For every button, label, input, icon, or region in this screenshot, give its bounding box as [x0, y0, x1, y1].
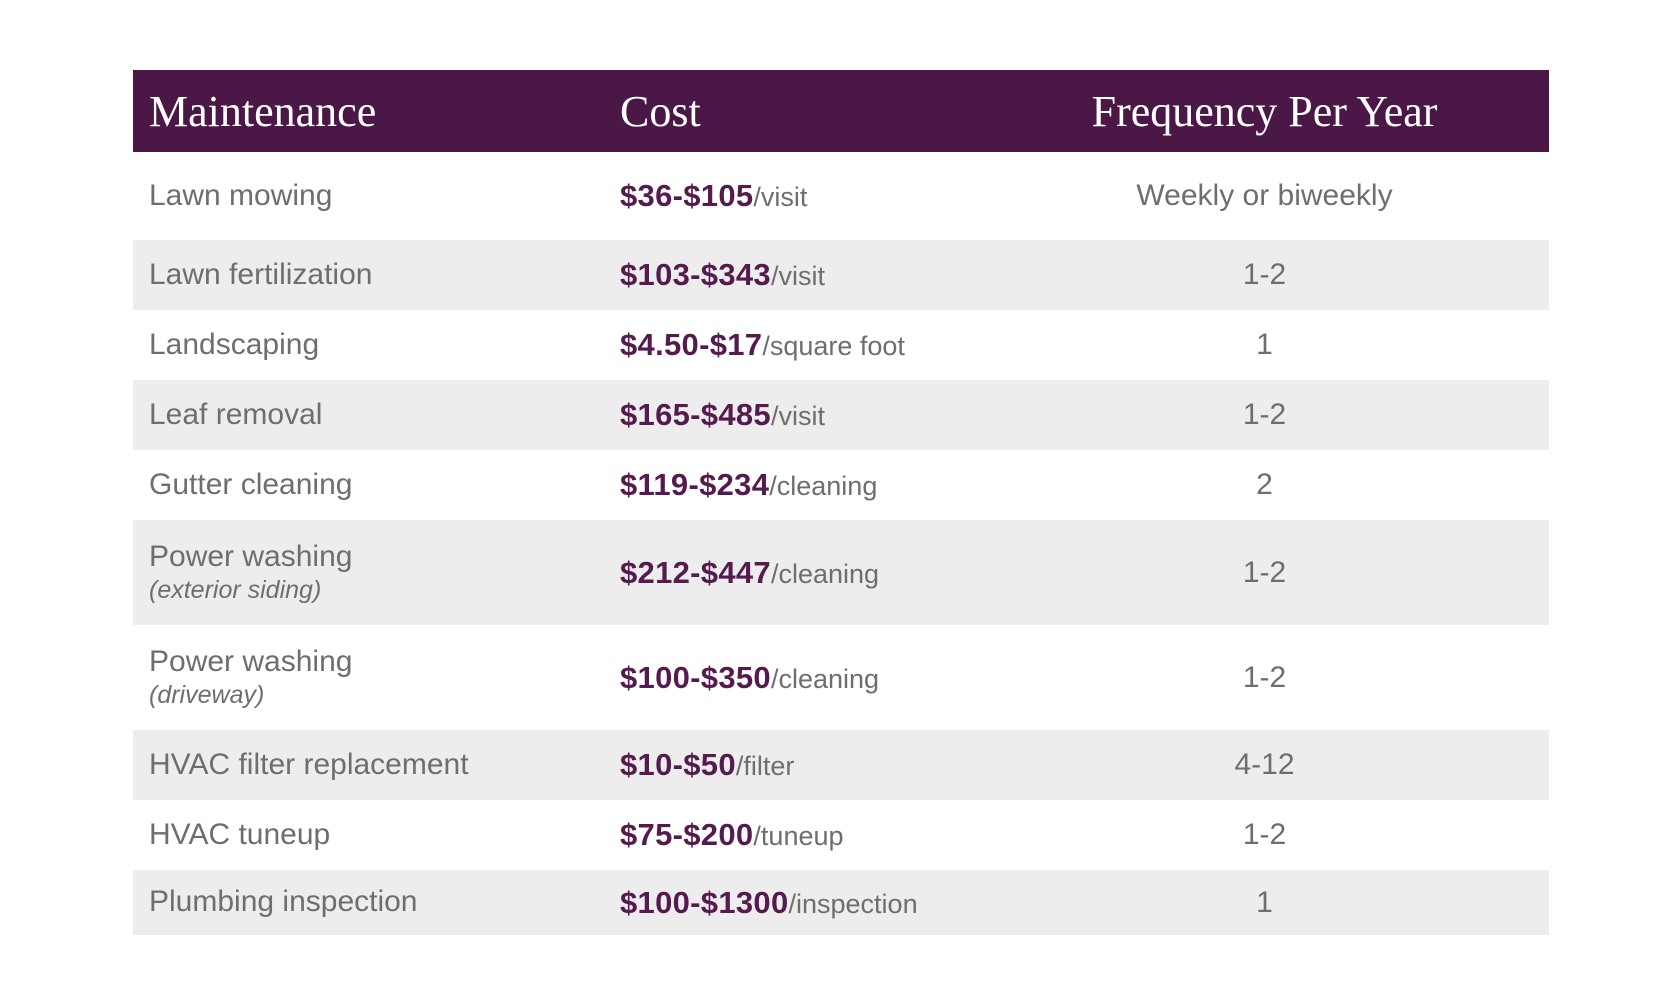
table-row: Power washing (driveway) $100-$350/clean… — [133, 625, 1549, 730]
cost-cell: $212-$447/cleaning — [620, 555, 1050, 591]
cost-cell: $100-$1300/inspection — [620, 885, 1050, 921]
frequency-cell: 1-2 — [1242, 818, 1287, 851]
cost-value: $100-$1300 — [620, 884, 789, 920]
maintenance-label: Plumbing inspection — [149, 885, 418, 919]
cost-cell: $100-$350/cleaning — [620, 660, 1050, 696]
table-row: Leaf removal $165-$485/visit 1-2 — [133, 380, 1549, 450]
frequency-cell: 2 — [1256, 468, 1273, 501]
maintenance-label: Leaf removal — [149, 397, 323, 431]
table-row: Lawn mowing $36-$105/visit Weekly or biw… — [133, 152, 1549, 240]
frequency-cell: Weekly or biweekly — [1136, 179, 1393, 212]
cost-unit: /inspection — [788, 888, 918, 919]
maintenance-cell: Power washing (exterior siding) — [133, 540, 620, 605]
maintenance-cell: Landscaping — [133, 328, 620, 363]
cost-unit: /filter — [735, 751, 795, 781]
table-row: Landscaping $4.50-$17/square foot 1 — [133, 310, 1549, 380]
maintenance-label: HVAC tuneup — [149, 817, 331, 851]
cost-unit: /cleaning — [770, 663, 880, 694]
table-row: Lawn fertilization $103-$343/visit 1-2 — [133, 240, 1549, 310]
cost-value: $75-$200 — [620, 817, 754, 852]
cost-unit: /square foot — [762, 331, 905, 361]
cost-unit: /tuneup — [753, 821, 844, 851]
table-body: Lawn mowing $36-$105/visit Weekly or biw… — [133, 152, 1549, 935]
cost-unit: /cleaning — [770, 558, 880, 589]
maintenance-cell: Power washing (driveway) — [133, 645, 620, 710]
cost-value: $103-$343 — [620, 257, 771, 292]
column-header-cost: Cost — [620, 86, 701, 136]
maintenance-cell: Lawn fertilization — [133, 258, 620, 293]
cost-cell: $75-$200/tuneup — [620, 817, 1050, 853]
cost-unit: /visit — [770, 261, 825, 291]
maintenance-label: Power washing — [149, 540, 353, 574]
maintenance-sublabel: (exterior siding) — [149, 575, 322, 604]
table-row: HVAC tuneup $75-$200/tuneup 1-2 — [133, 800, 1549, 870]
table-row: Power washing (exterior siding) $212-$44… — [133, 520, 1549, 625]
cost-value: $36-$105 — [620, 178, 754, 213]
column-header-frequency: Frequency Per Year — [1091, 86, 1438, 136]
cost-value: $10-$50 — [620, 747, 736, 782]
frequency-cell: 1-2 — [1242, 555, 1287, 589]
maintenance-label: Gutter cleaning — [149, 467, 353, 501]
cost-cell: $165-$485/visit — [620, 397, 1050, 433]
cost-unit: /visit — [753, 182, 808, 212]
maintenance-cell: Gutter cleaning — [133, 468, 620, 503]
frequency-cell: 1 — [1256, 885, 1273, 919]
maintenance-cost-table: Maintenance Cost Frequency Per Year Lawn… — [133, 70, 1549, 935]
maintenance-label: Lawn mowing — [149, 178, 333, 212]
cost-unit: /visit — [770, 401, 825, 431]
table-row: HVAC filter replacement $10-$50/filter 4… — [133, 730, 1549, 800]
cost-value: $212-$447 — [620, 554, 771, 590]
cost-value: $100-$350 — [620, 659, 771, 695]
cost-value: $4.50-$17 — [620, 327, 763, 362]
maintenance-cell: HVAC tuneup — [133, 818, 620, 853]
cost-cell: $10-$50/filter — [620, 747, 1050, 783]
cost-cell: $103-$343/visit — [620, 257, 1050, 293]
column-header-maintenance: Maintenance — [149, 86, 377, 136]
cost-value: $119-$234 — [620, 467, 770, 502]
cost-cell: $36-$105/visit — [620, 178, 1050, 214]
table-header-row: Maintenance Cost Frequency Per Year — [133, 70, 1549, 152]
maintenance-label: Power washing — [149, 645, 353, 679]
table-row: Plumbing inspection $100-$1300/inspectio… — [133, 870, 1549, 935]
maintenance-cell: Leaf removal — [133, 398, 620, 433]
maintenance-sublabel: (driveway) — [149, 680, 265, 709]
cost-unit: /cleaning — [769, 471, 878, 501]
maintenance-cell: HVAC filter replacement — [133, 748, 620, 783]
maintenance-label: Lawn fertilization — [149, 257, 373, 291]
maintenance-label: HVAC filter replacement — [149, 747, 469, 781]
frequency-cell: 4-12 — [1234, 748, 1295, 781]
maintenance-cell: Lawn mowing — [133, 179, 620, 214]
cost-cell: $119-$234/cleaning — [620, 467, 1050, 503]
frequency-cell: 1-2 — [1242, 258, 1287, 291]
frequency-cell: 1-2 — [1242, 660, 1287, 694]
maintenance-cell: Plumbing inspection — [133, 885, 620, 920]
maintenance-label: Landscaping — [149, 327, 320, 361]
cost-value: $165-$485 — [620, 397, 771, 432]
frequency-cell: 1-2 — [1242, 398, 1287, 431]
cost-cell: $4.50-$17/square foot — [620, 327, 1050, 363]
frequency-cell: 1 — [1256, 328, 1273, 361]
table-row: Gutter cleaning $119-$234/cleaning 2 — [133, 450, 1549, 520]
